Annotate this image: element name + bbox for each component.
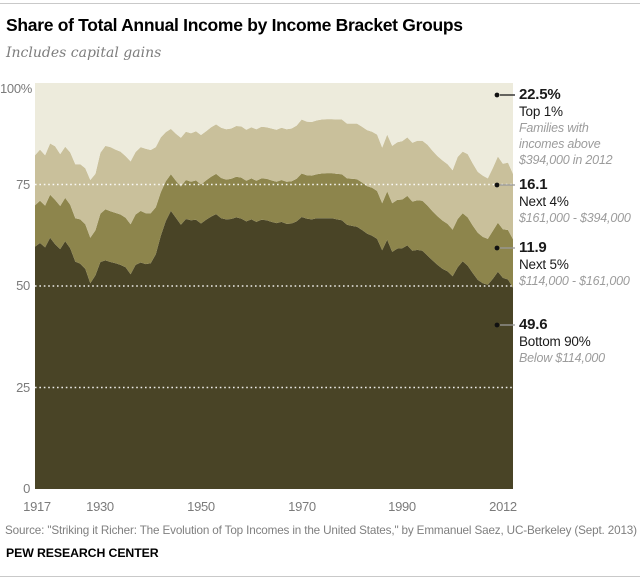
annotation-next-5pct: 11.9 Next 5% $114,000 - $161,000: [519, 239, 637, 289]
annotation-value: 22.5%: [519, 86, 561, 103]
annotation-dot: [494, 92, 500, 98]
y-tick-0: 0: [23, 481, 30, 496]
annotation-value: 11.9: [519, 239, 547, 256]
x-tick-1917: 1917: [23, 499, 51, 514]
area-next-5-: [35, 173, 513, 288]
area-top-1-: [35, 83, 513, 180]
pew-research-center-wordmark: PEW RESEARCH CENTER: [6, 546, 159, 560]
annotation-description: $114,000 - $161,000: [519, 274, 630, 288]
chart-title: Share of Total Annual Income by Income B…: [6, 15, 463, 35]
annotation-group-label: Top 1%: [519, 104, 563, 119]
annotation-dot: [494, 245, 500, 251]
x-tick-1990: 1990: [388, 499, 416, 514]
area-bottom-90-: [35, 210, 513, 489]
chart-subtitle: Includes capital gains: [6, 45, 162, 61]
y-tick-100: 100%: [0, 81, 33, 96]
x-tick-1950: 1950: [187, 499, 215, 514]
annotation-group-label: Next 4%: [519, 194, 569, 209]
y-tick-25: 25: [16, 380, 30, 395]
annotation-dot: [494, 322, 500, 328]
annotation-value: 16.1: [519, 176, 548, 193]
y-tick-75: 75: [16, 177, 30, 192]
annotation-description: Families with incomes above $394,000 in …: [519, 121, 613, 167]
annotation-group-label: Next 5%: [519, 257, 569, 272]
bottom-divider: [0, 576, 640, 577]
source-note: Source: "Striking it Richer: The Evoluti…: [5, 524, 637, 537]
annotation-description: $161,000 - $394,000: [519, 211, 631, 225]
top-divider: [0, 3, 640, 4]
annotation-bottom-90pct: 49.6 Bottom 90% Below $114,000: [519, 316, 637, 366]
annotation-value: 49.6: [519, 316, 548, 333]
annotation-next-4pct: 16.1 Next 4% $161,000 - $394,000: [519, 176, 637, 226]
x-tick-2012: 2012: [489, 499, 517, 514]
annotation-description: Below $114,000: [519, 351, 605, 365]
annotation-dot: [494, 182, 500, 188]
area-next-4-: [35, 119, 513, 240]
x-tick-1970: 1970: [288, 499, 316, 514]
annotation-top-1pct: 22.5% Top 1% Families with incomes above…: [519, 86, 637, 168]
y-tick-50: 50: [16, 278, 30, 293]
annotation-group-label: Bottom 90%: [519, 334, 591, 349]
x-tick-1930: 1930: [86, 499, 114, 514]
